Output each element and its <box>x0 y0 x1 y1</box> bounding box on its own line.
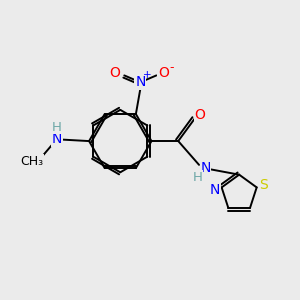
Text: N: N <box>200 161 211 176</box>
Text: O: O <box>109 66 120 80</box>
Text: N: N <box>135 75 146 89</box>
Text: S: S <box>259 178 268 192</box>
Text: CH₃: CH₃ <box>20 155 43 168</box>
Text: +: + <box>142 70 151 80</box>
Text: N: N <box>210 183 220 197</box>
Text: H: H <box>193 171 202 184</box>
Text: N: N <box>52 132 62 146</box>
Text: -: - <box>169 61 173 74</box>
Text: H: H <box>52 121 62 134</box>
Text: O: O <box>194 108 206 122</box>
Text: O: O <box>158 66 169 80</box>
